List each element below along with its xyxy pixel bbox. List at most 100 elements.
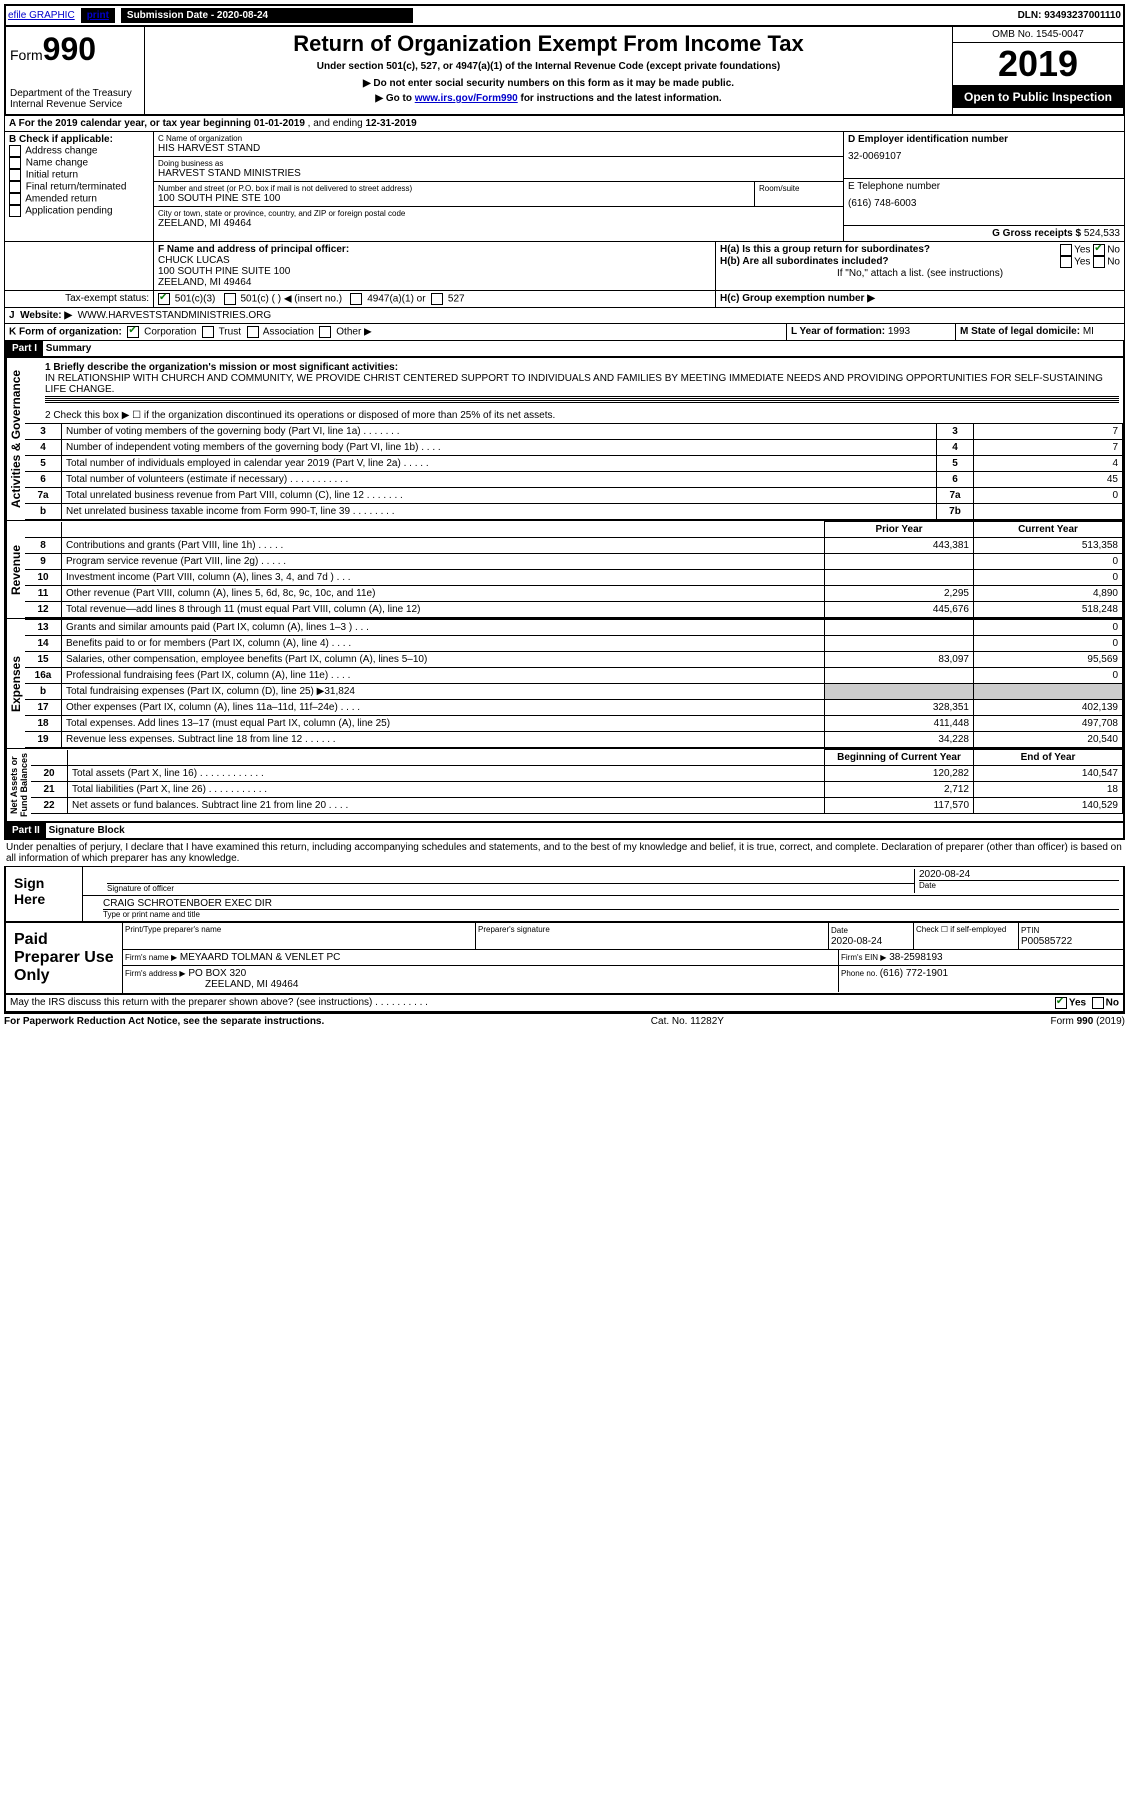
ptin-label: PTIN [1021,926,1039,935]
governance-table: 3Number of voting members of the governi… [25,423,1123,520]
website-label: Website: ▶ [20,310,72,321]
phone-value: (616) 748-6003 [848,198,1120,209]
ha-no-checkbox[interactable] [1093,244,1105,256]
opt-4947: 4947(a)(1) or [367,294,425,305]
block-b-label: B Check if applicable: [9,134,113,145]
dba-value: HARVEST STAND MINISTRIES [158,168,839,179]
irs-link[interactable]: www.irs.gov/Form990 [415,93,518,104]
block-m-label: M State of legal domicile: [960,326,1083,337]
discuss-yes-checkbox[interactable] [1055,997,1067,1009]
table-row: 9Program service revenue (Part VIII, lin… [25,554,1123,570]
expenses-table: 13Grants and similar amounts paid (Part … [25,619,1123,748]
k-corp-checkbox[interactable] [127,326,139,338]
table-row: 5Total number of individuals employed in… [25,456,1123,472]
tax-year: 2019 [953,43,1123,86]
501c3-checkbox[interactable] [158,293,170,305]
entity-info-row: B Check if applicable: Address change Na… [4,132,1125,242]
block-b-option: Application pending [9,205,149,217]
firm-phone-label: Phone no. [841,969,880,978]
addr-label: Number and street (or P.O. box if mail i… [158,184,750,193]
firm-ein-label: Firm's EIN ▶ [841,953,886,962]
preparer-label: Paid Preparer Use Only [6,923,123,993]
b-opt-checkbox[interactable] [9,205,21,217]
table-row: 4Number of independent voting members of… [25,440,1123,456]
expenses-section: Expenses 13Grants and similar amounts pa… [4,618,1125,748]
4947-checkbox[interactable] [350,293,362,305]
block-b-option: Name change [9,157,149,169]
governance-section: Activities & Governance 1 Briefly descri… [4,358,1125,520]
k-trust-checkbox[interactable] [202,326,214,338]
k-other-checkbox[interactable] [319,326,331,338]
firm-addr2: ZEELAND, MI 49464 [125,979,836,990]
footer-mid: Cat. No. 11282Y [651,1016,724,1027]
form-subtitle: Under section 501(c), 527, or 4947(a)(1)… [149,61,948,72]
table-header-row: Prior YearCurrent Year [25,522,1123,538]
period-a-label: A For the 2019 calendar year, or tax yea… [9,118,254,129]
officer-name: CHUCK LUCAS [158,255,230,266]
h-c-label: H(c) Group exemption number ▶ [720,293,875,304]
prep-date-label: Date [831,926,848,935]
part1-header: Part I [6,341,43,356]
h-b-note: If "No," attach a list. (see instruction… [720,268,1120,279]
note-instructions: ▶ Go to www.irs.gov/Form990 for instruct… [149,93,948,104]
table-row: bNet unrelated business taxable income f… [25,504,1123,520]
table-row: 12Total revenue—add lines 8 through 11 (… [25,602,1123,618]
block-b-option: Initial return [9,169,149,181]
prep-name-label: Print/Type preparer's name [123,923,476,949]
part1-bar: Part I Summary [4,341,1125,358]
b-opt-checkbox[interactable] [9,169,21,181]
ha-yes-checkbox[interactable] [1060,244,1072,256]
table-row: 11Other revenue (Part VIII, column (A), … [25,586,1123,602]
501c-checkbox[interactable] [224,293,236,305]
prep-date: 2020-08-24 [831,936,882,947]
b-opt-checkbox[interactable] [9,145,21,157]
block-i-label: Tax-exempt status: [5,291,154,307]
room-label: Room/suite [759,184,839,193]
block-b-option: Final return/terminated [9,181,149,193]
table-row: 16aProfessional fundraising fees (Part I… [25,668,1123,684]
block-b-option: Address change [9,145,149,157]
b-opt-checkbox[interactable] [9,193,21,205]
period-row: A For the 2019 calendar year, or tax yea… [4,116,1125,132]
prep-self-emp: Check ☐ if self-employed [914,923,1019,949]
block-b-option: Amended return [9,193,149,205]
hb-no-checkbox[interactable] [1093,256,1105,268]
perjury-text: Under penalties of perjury, I declare th… [4,840,1125,866]
efile-link[interactable]: efile GRAPHIC [8,10,75,21]
netassets-vert-label: Net Assets orFund Balances [6,749,31,821]
website-value: WWW.HARVESTSTANDMINISTRIES.ORG [78,310,272,321]
k-assoc: Association [263,327,314,338]
revenue-section: Revenue Prior YearCurrent Year8Contribut… [4,520,1125,618]
table-row: 7aTotal unrelated business revenue from … [25,488,1123,504]
table-row: 15Salaries, other compensation, employee… [25,652,1123,668]
part1-title: Summary [46,343,92,354]
discuss-yes: Yes [1069,998,1086,1009]
k-assoc-checkbox[interactable] [247,326,259,338]
city-label: City or town, state or province, country… [158,209,839,218]
discuss-no-checkbox[interactable] [1092,997,1104,1009]
officer-addr2: ZEELAND, MI 49464 [158,277,251,288]
table-row: 8Contributions and grants (Part VIII, li… [25,538,1123,554]
b-opt-checkbox[interactable] [9,157,21,169]
city-value: ZEELAND, MI 49464 [158,218,839,229]
table-row: 18Total expenses. Add lines 13–17 (must … [25,716,1123,732]
hb-yes-checkbox[interactable] [1060,256,1072,268]
officer-addr1: 100 SOUTH PINE SUITE 100 [158,266,290,277]
officer-printed-name: CRAIG SCHROTENBOER EXEC DIR [103,898,1119,909]
discuss-row: May the IRS discuss this return with the… [4,995,1125,1013]
dba-label: Doing business as [158,159,839,168]
firm-addr1: PO BOX 320 [188,968,246,979]
b-opt-checkbox[interactable] [9,181,21,193]
print-button[interactable]: print [81,8,115,23]
omb-number: OMB No. 1545-0047 [953,27,1123,43]
prep-sig-label: Preparer's signature [476,923,829,949]
revenue-vert-label: Revenue [6,521,25,618]
table-row: 10Investment income (Part VIII, column (… [25,570,1123,586]
table-header-row: Beginning of Current YearEnd of Year [31,750,1123,766]
form-title: Return of Organization Exempt From Incom… [149,31,948,57]
table-row: 6Total number of volunteers (estimate if… [25,472,1123,488]
527-checkbox[interactable] [431,293,443,305]
block-f-label: F Name and address of principal officer: [158,244,349,255]
period-end: 12-31-2019 [366,118,417,129]
block-c-name-label: C Name of organization [158,134,839,143]
